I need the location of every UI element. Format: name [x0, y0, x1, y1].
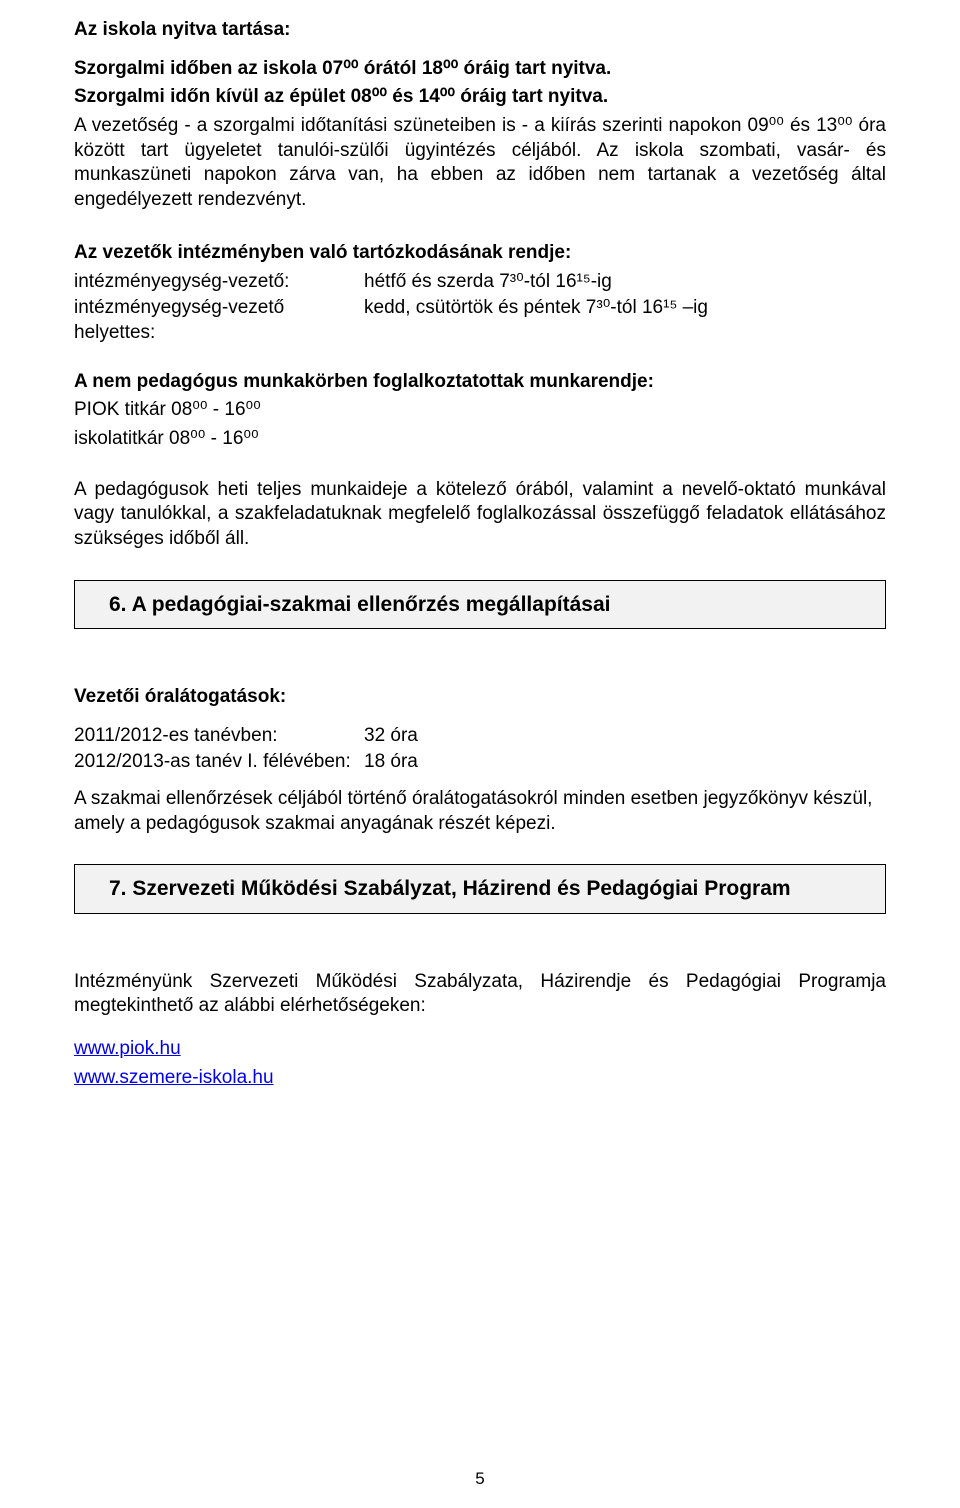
leaders-row-2: intézményegység-vezető helyettes: kedd, …: [74, 296, 886, 345]
nonteacher-line-1: PIOK titkár 08⁰⁰ - 16⁰⁰: [74, 398, 886, 423]
link-piok[interactable]: www.piok.hu: [74, 1038, 181, 1059]
page-number: 5: [0, 1468, 960, 1490]
link-szemere[interactable]: www.szemere-iskola.hu: [74, 1067, 274, 1088]
leaders-row-label: intézményegység-vezető helyettes:: [74, 296, 364, 345]
documents-paragraph: Intézményünk Szervezeti Működési Szabály…: [74, 970, 886, 1019]
section-heading-6: 6. A pedagógiai-szakmai ellenőrzés megál…: [74, 580, 886, 629]
class-visits-row-2: 2012/2013-as tanév I. félévében: 18 óra: [74, 750, 886, 775]
leaders-row-value: kedd, csütörtök és péntek 7³⁰-tól 16¹⁵ –…: [364, 296, 886, 345]
opening-hours-paragraph: A vezetőség - a szorgalmi időtanítási sz…: [74, 114, 886, 213]
leaders-row-value: hétfő és szerda 7³⁰-tól 16¹⁵-ig: [364, 270, 886, 295]
class-visits-paragraph: A szakmai ellenőrzések céljából történő …: [74, 787, 886, 836]
section-heading-7: 7. Szervezeti Működési Szabályzat, Házir…: [74, 864, 886, 913]
leaders-row-label: intézményegység-vezető:: [74, 270, 364, 295]
class-visits-row-1: 2011/2012-es tanévben: 32 óra: [74, 724, 886, 749]
class-visits-value: 18 óra: [364, 750, 886, 775]
link-line-1: www.piok.hu: [74, 1037, 886, 1062]
opening-hours-heading: Az iskola nyitva tartása:: [74, 18, 886, 43]
class-visits-label: 2012/2013-as tanév I. félévében:: [74, 750, 364, 775]
nonteacher-schedule-heading: A nem pedagógus munkakörben foglalkoztat…: [74, 370, 886, 395]
class-visits-heading: Vezetői óralátogatások:: [74, 685, 886, 710]
leaders-presence-heading: Az vezetők intézményben való tartózkodás…: [74, 241, 886, 266]
class-visits-value: 32 óra: [364, 724, 886, 749]
nonteacher-line-2: iskolatitkár 08⁰⁰ - 16⁰⁰: [74, 427, 886, 452]
opening-hours-line-1: Szorgalmi időben az iskola 07⁰⁰ órától 1…: [74, 57, 886, 82]
document-page: Az iskola nyitva tartása: Szorgalmi időb…: [0, 0, 960, 1508]
class-visits-label: 2011/2012-es tanévben:: [74, 724, 364, 749]
opening-hours-line-2: Szorgalmi időn kívül az épület 08⁰⁰ és 1…: [74, 85, 886, 110]
teacher-worktime-paragraph: A pedagógusok heti teljes munkaideje a k…: [74, 478, 886, 552]
leaders-row-1: intézményegység-vezető: hétfő és szerda …: [74, 270, 886, 295]
link-line-2: www.szemere-iskola.hu: [74, 1066, 886, 1091]
